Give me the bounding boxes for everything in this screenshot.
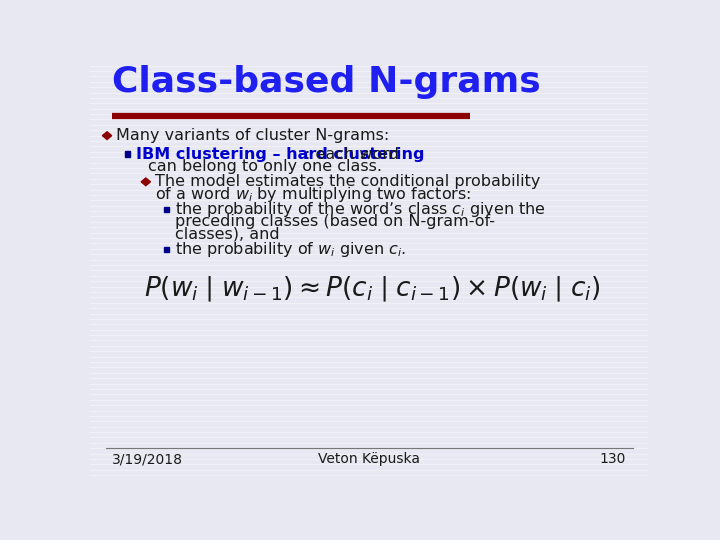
Text: : each word: : each word: [305, 147, 400, 161]
Text: the probability of the word’s class $c_i$ given the: the probability of the word’s class $c_i…: [175, 200, 546, 219]
Text: can belong to only one class.: can belong to only one class.: [148, 159, 382, 174]
Polygon shape: [102, 132, 112, 139]
Text: IBM clustering – hard clustering: IBM clustering – hard clustering: [137, 147, 425, 161]
Bar: [163, 207, 168, 212]
Text: Many variants of cluster N-grams:: Many variants of cluster N-grams:: [117, 128, 390, 143]
Text: Veton Këpuska: Veton Këpuska: [318, 452, 420, 466]
Text: classes), and: classes), and: [175, 227, 280, 242]
Bar: [125, 151, 130, 157]
Text: Class-based N-grams: Class-based N-grams: [112, 65, 541, 99]
Text: 130: 130: [600, 452, 626, 466]
Text: preceding classes (based on N-gram-of-: preceding classes (based on N-gram-of-: [175, 214, 495, 230]
Text: 3/19/2018: 3/19/2018: [112, 452, 183, 466]
Text: $P(w_i \mid w_{i-1}) \approx P(c_i \mid c_{i-1}) \times P(w_i \mid c_i)$: $P(w_i \mid w_{i-1}) \approx P(c_i \mid …: [144, 275, 601, 304]
Text: The model estimates the conditional probability: The model estimates the conditional prob…: [155, 174, 541, 190]
Text: the probability of $w_i$ given $c_i$.: the probability of $w_i$ given $c_i$.: [175, 240, 407, 259]
Text: of a word $w_i$ by multiplying two factors:: of a word $w_i$ by multiplying two facto…: [155, 185, 472, 204]
Polygon shape: [141, 178, 150, 186]
Bar: [163, 247, 168, 252]
